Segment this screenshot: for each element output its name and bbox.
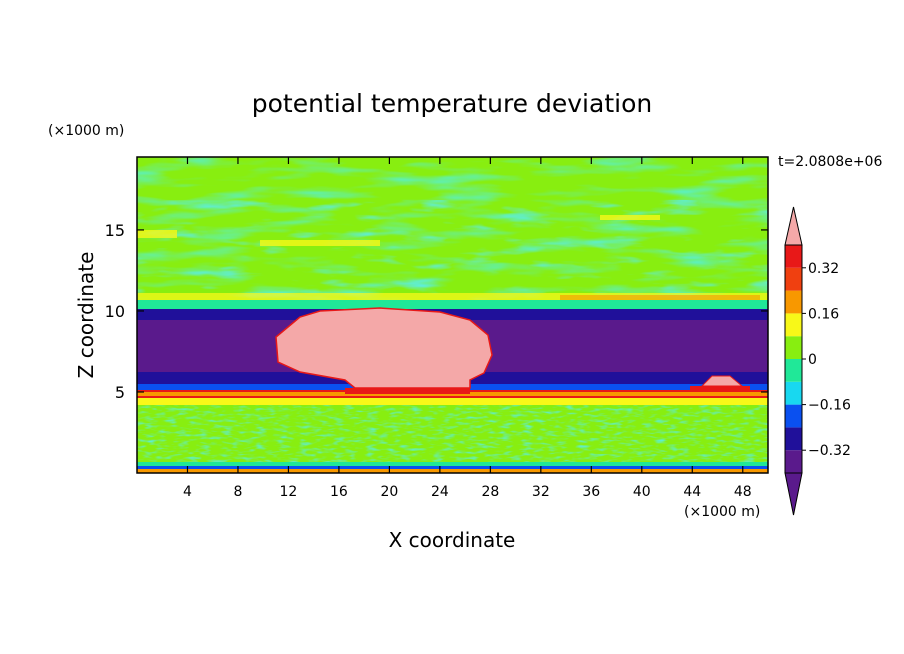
colorbar-bin — [785, 450, 802, 473]
x-tick-label: 40 — [633, 484, 651, 500]
y-tick-label: 10 — [105, 302, 125, 321]
plot-frame — [136, 156, 769, 474]
colorbar-bin — [785, 359, 802, 382]
colorbar-max-arrow — [784, 206, 803, 246]
colorbar-bin — [785, 427, 802, 451]
x-tick-label: 48 — [734, 484, 752, 500]
colorbar-bin — [785, 290, 802, 314]
x-axis-label: X coordinate — [389, 528, 516, 552]
chart-title: potential temperature deviation — [252, 89, 652, 118]
colorbar-label: −0.16 — [808, 398, 851, 414]
x-tick-label: 16 — [330, 484, 348, 500]
y-tick-label: 15 — [105, 221, 125, 240]
colorbar-label: 0.32 — [808, 261, 839, 277]
x-tick-label: 8 — [233, 484, 242, 500]
x-tick-label: 4 — [183, 484, 192, 500]
y-axis-label: Z coordinate — [74, 252, 98, 379]
x-unit-label: (×1000 m) — [684, 504, 760, 520]
colorbar-bin — [785, 381, 802, 405]
colorbar-bin — [785, 267, 802, 291]
colorbar-min-arrow — [784, 472, 803, 516]
y-unit-label: (×1000 m) — [48, 123, 124, 139]
y-axis-ticks: 5 10 15 — [105, 221, 768, 402]
colorbar-label: 0 — [808, 352, 817, 368]
colorbar-bin — [785, 313, 802, 337]
colorbar-label: −0.32 — [808, 443, 851, 459]
time-label: t=2.0808e+06 — [778, 154, 882, 170]
plot-area — [137, 157, 768, 473]
colorbar-bin — [785, 336, 802, 359]
x-tick-label: 20 — [380, 484, 398, 500]
colorbar-bin — [785, 245, 802, 268]
colorbar: 0.32 0.16 0 −0.16 −0.32 — [784, 206, 851, 516]
x-axis-ticks: 4 8 12 16 20 24 28 32 36 40 44 48 — [183, 157, 752, 500]
x-tick-label: 24 — [431, 484, 449, 500]
colorbar-label: 0.16 — [808, 306, 839, 322]
x-tick-label: 12 — [280, 484, 298, 500]
x-tick-label: 32 — [532, 484, 550, 500]
x-tick-label: 28 — [481, 484, 499, 500]
x-tick-label: 36 — [582, 484, 600, 500]
x-tick-label: 44 — [683, 484, 701, 500]
colorbar-bin — [785, 404, 802, 428]
y-tick-label: 5 — [115, 383, 125, 402]
